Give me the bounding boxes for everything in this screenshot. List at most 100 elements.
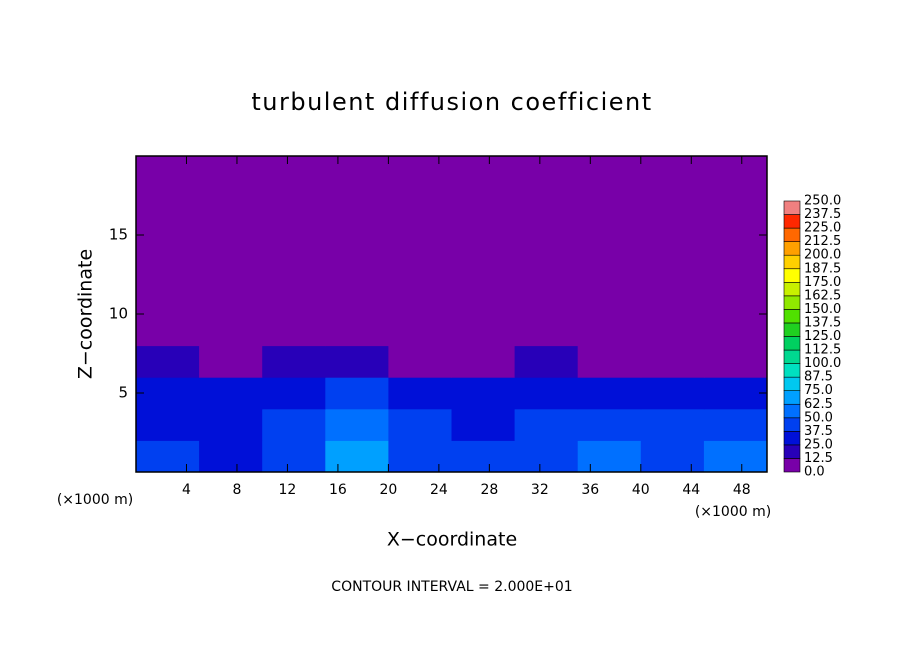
x-tick-label: 16 — [329, 482, 347, 498]
chart-title: turbulent diffusion coefficient — [251, 88, 652, 116]
colorbar-label: 87.5 — [804, 370, 833, 385]
field-cell — [514, 156, 579, 347]
colorbar-label: 225.0 — [804, 221, 841, 236]
colorbar-label: 250.0 — [804, 194, 841, 209]
field-cell — [514, 440, 579, 473]
colorbar-label: 12.5 — [804, 451, 833, 466]
x-tick-label: 36 — [581, 482, 599, 498]
colorbar-label: 150.0 — [804, 302, 841, 317]
x-tick-label: 20 — [379, 482, 397, 498]
x-unit-label: (×1000 m) — [57, 492, 133, 508]
colorbar-swatch — [783, 200, 801, 215]
field-cell — [388, 345, 452, 378]
colorbar-swatch — [783, 214, 801, 229]
colorbar-swatch — [783, 295, 801, 310]
field-cell — [703, 377, 768, 410]
field-cell — [451, 408, 516, 441]
colorbar-label: 200.0 — [804, 248, 841, 263]
colorbar-swatch — [783, 241, 801, 256]
field-cell — [640, 345, 705, 378]
field-cell — [577, 377, 642, 410]
x-tick-label: 28 — [480, 482, 498, 498]
field-cell — [136, 156, 200, 347]
field-cell — [703, 440, 768, 473]
colorbar-label: 125.0 — [804, 329, 841, 344]
field-cell — [388, 408, 452, 441]
y-tick-label: 10 — [109, 305, 128, 323]
field-cell — [640, 156, 705, 347]
x-tick-label: 8 — [232, 482, 241, 498]
field-cell — [514, 408, 579, 441]
field-cell — [514, 345, 579, 378]
colorbar-label: 75.0 — [804, 383, 833, 398]
field-cell — [577, 408, 642, 441]
y-axis-label: Z−coordinate — [75, 249, 97, 379]
colorbar-swatch — [783, 268, 801, 283]
x-tick-label: 40 — [632, 482, 650, 498]
colorbar-label: 162.5 — [804, 288, 841, 303]
field-cell — [388, 440, 452, 473]
field-cell — [262, 377, 326, 410]
field-cell — [199, 440, 263, 473]
colorbar-swatch — [783, 403, 801, 419]
x-unit-label: (×1000 m) — [695, 504, 771, 520]
field-cell — [451, 156, 516, 347]
colorbar-swatch — [783, 281, 801, 297]
colorbar-label: 237.5 — [804, 207, 841, 222]
field-cell — [325, 345, 389, 378]
x-tick-label: 44 — [682, 482, 700, 498]
colorbar-label: 112.5 — [804, 343, 841, 358]
y-tick-label: 15 — [109, 226, 128, 244]
annotation: CONTOUR INTERVAL = 2.000E+01 — [331, 579, 572, 595]
colorbar-swatch — [783, 336, 801, 351]
colorbar-label: 187.5 — [804, 261, 841, 276]
field-cell — [262, 440, 326, 473]
field-cell — [199, 156, 263, 347]
field-cell — [640, 377, 705, 410]
field-cell — [325, 377, 389, 410]
field-cell — [199, 408, 263, 441]
field-cell — [577, 345, 642, 378]
field-cell — [451, 440, 516, 473]
colorbar-swatch — [783, 417, 801, 432]
field-cell — [136, 440, 200, 473]
x-tick-label: 48 — [733, 482, 751, 498]
x-axis-label: X−coordinate — [387, 529, 517, 551]
field-cell — [451, 345, 516, 378]
field-cell — [388, 377, 452, 410]
field-cell — [703, 156, 768, 347]
field-cell — [199, 345, 263, 378]
field-cell — [262, 408, 326, 441]
colorbar-swatch — [783, 349, 801, 364]
colorbar-swatch — [783, 458, 801, 473]
field-cell — [262, 156, 326, 347]
field-cell — [703, 408, 768, 441]
colorbar-swatch — [783, 363, 801, 378]
colorbar-swatch — [783, 390, 801, 405]
x-tick-label: 24 — [430, 482, 448, 498]
field-cell — [136, 377, 200, 410]
colorbar-swatch — [783, 254, 801, 270]
colorbar-label: 0.0 — [804, 465, 825, 480]
colorbar-label: 50.0 — [804, 410, 833, 425]
colorbar-label: 100.0 — [804, 356, 841, 371]
colorbar-swatch — [783, 322, 801, 337]
x-tick-label: 12 — [279, 482, 297, 498]
colorbar-label: 137.5 — [804, 315, 841, 330]
colorbar-label: 212.5 — [804, 234, 841, 249]
field-cell — [640, 408, 705, 441]
colorbar-swatch — [783, 444, 801, 459]
colorbar-label: 175.0 — [804, 275, 841, 290]
field-cell — [640, 440, 705, 473]
y-tick-label: 5 — [118, 384, 128, 402]
field-cell — [325, 156, 389, 347]
colorbar-swatch — [783, 309, 801, 324]
colorbar-swatch — [783, 431, 801, 446]
colorbar-swatch — [783, 376, 801, 391]
field-cell — [703, 345, 768, 378]
field-cell — [325, 408, 389, 441]
colorbar-label: 62.5 — [804, 397, 833, 412]
field-cell — [577, 156, 642, 347]
field-cell — [262, 345, 326, 378]
